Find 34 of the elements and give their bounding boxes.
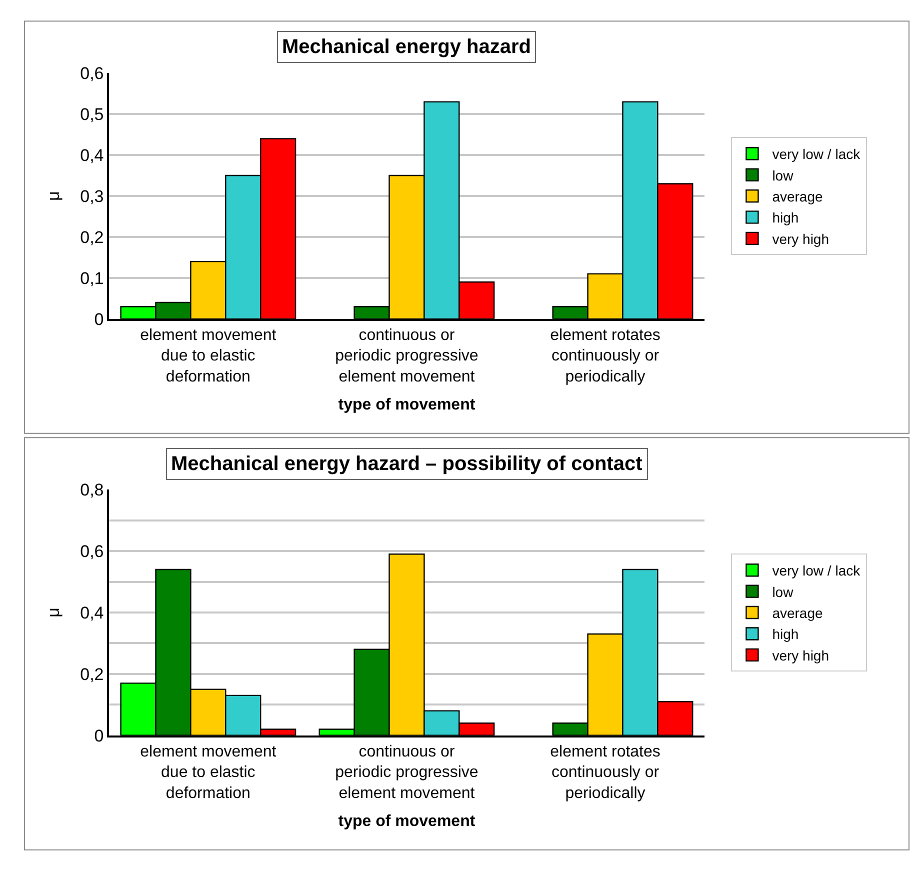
chart-title: Mechanical energy hazard – possibility of contact bbox=[171, 453, 643, 475]
x-tick-label: continuous or periodic progressive element movement bbox=[335, 326, 478, 386]
chart-title: Mechanical energy hazard bbox=[282, 36, 531, 58]
x-tick-label: element rotates continuously or periodically bbox=[550, 326, 660, 386]
legend-label: very low / lack bbox=[772, 146, 862, 162]
y-tick-label: 0,3 bbox=[80, 186, 104, 206]
legend-label: very high bbox=[772, 647, 830, 664]
y-tick-label: 0,6 bbox=[80, 542, 104, 562]
legend-label: high bbox=[772, 210, 799, 226]
y-tick-label: 0,6 bbox=[80, 64, 104, 84]
legend-label: average bbox=[772, 604, 824, 621]
x-tick-label: element rotates continuously or periodically bbox=[550, 743, 660, 802]
legend-label: very low / lack bbox=[772, 562, 862, 579]
y-axis-title: μ bbox=[44, 608, 64, 618]
y-tick-label: 0,5 bbox=[80, 105, 104, 124]
x-axis-title: type of movement bbox=[338, 396, 476, 414]
y-tick-label: 0,4 bbox=[80, 603, 104, 622]
y-tick-label: 0 bbox=[94, 310, 104, 329]
x-tick-label: continuous or periodic progressive element movement bbox=[335, 743, 478, 802]
x-axis-title: type of movement bbox=[338, 813, 476, 830]
x-tick-label: element movement due to elastic deformation bbox=[140, 326, 277, 386]
y-tick-label: 0,8 bbox=[80, 480, 104, 500]
legend-label: very high bbox=[772, 230, 830, 247]
y-axis-title: μ bbox=[44, 191, 64, 201]
y-tick-label: 0,1 bbox=[80, 268, 104, 288]
y-tick-label: 0 bbox=[94, 726, 104, 746]
y-tick-label: 0,2 bbox=[80, 664, 104, 684]
y-tick-label: 0,4 bbox=[80, 146, 104, 166]
x-tick-label: element movement due to elastic deformation bbox=[140, 743, 277, 802]
legend-label: average bbox=[772, 188, 824, 204]
legend-label: low bbox=[772, 167, 794, 184]
legend-label: low bbox=[772, 584, 794, 600]
legend-label: high bbox=[772, 626, 799, 642]
y-tick-label: 0,2 bbox=[80, 228, 104, 247]
